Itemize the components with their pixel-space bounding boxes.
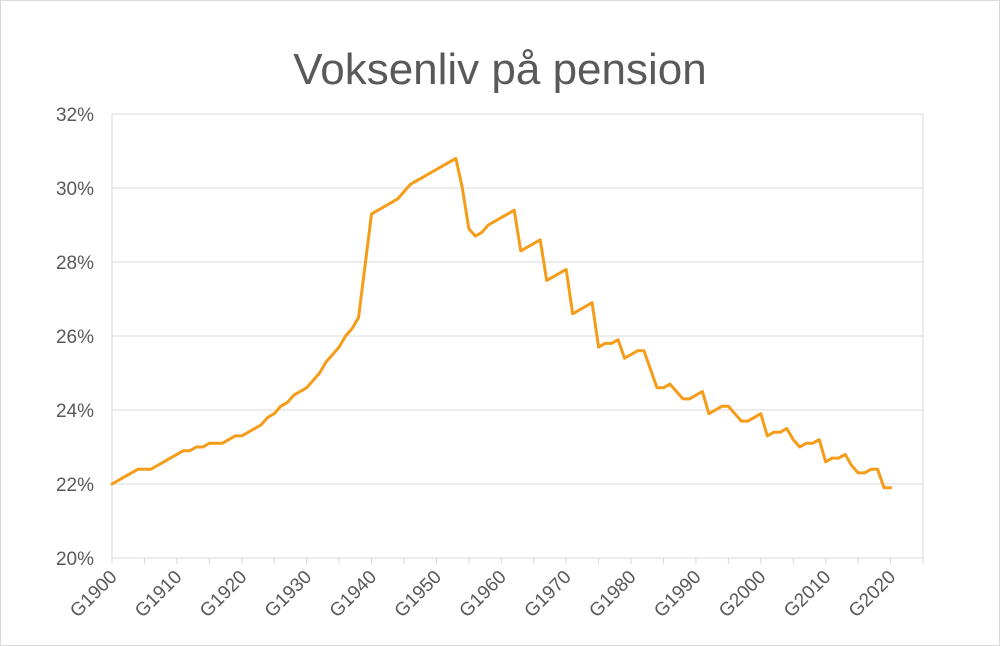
y-tick-label: 20% — [56, 549, 94, 570]
y-tick-label: 30% — [56, 179, 94, 200]
y-tick-label: 24% — [56, 401, 94, 422]
x-tick-label: G1950 — [391, 567, 446, 622]
y-tick-label: 28% — [56, 253, 94, 274]
x-tick-label: G1960 — [456, 567, 511, 622]
y-tick-label: 26% — [56, 327, 94, 348]
x-tick-label: G2020 — [845, 567, 900, 622]
x-tick-label: G1900 — [66, 567, 121, 622]
x-tick-label: G2010 — [780, 567, 835, 622]
chart-title: Voksenliv på pension — [293, 45, 707, 94]
y-tick-label: 22% — [56, 475, 94, 496]
x-tick-label: G1980 — [585, 567, 640, 622]
x-tick-label: G1940 — [326, 567, 381, 622]
x-tick-label: G1920 — [196, 567, 251, 622]
x-tick-label: G1930 — [261, 567, 316, 622]
y-tick-label: 32% — [56, 105, 94, 126]
series-line — [110, 156, 893, 490]
x-tick-label: G2000 — [715, 567, 770, 622]
x-tick-label: G1910 — [131, 567, 186, 622]
x-tick-label: G1970 — [521, 567, 576, 622]
x-tick-label: G1990 — [650, 567, 705, 622]
